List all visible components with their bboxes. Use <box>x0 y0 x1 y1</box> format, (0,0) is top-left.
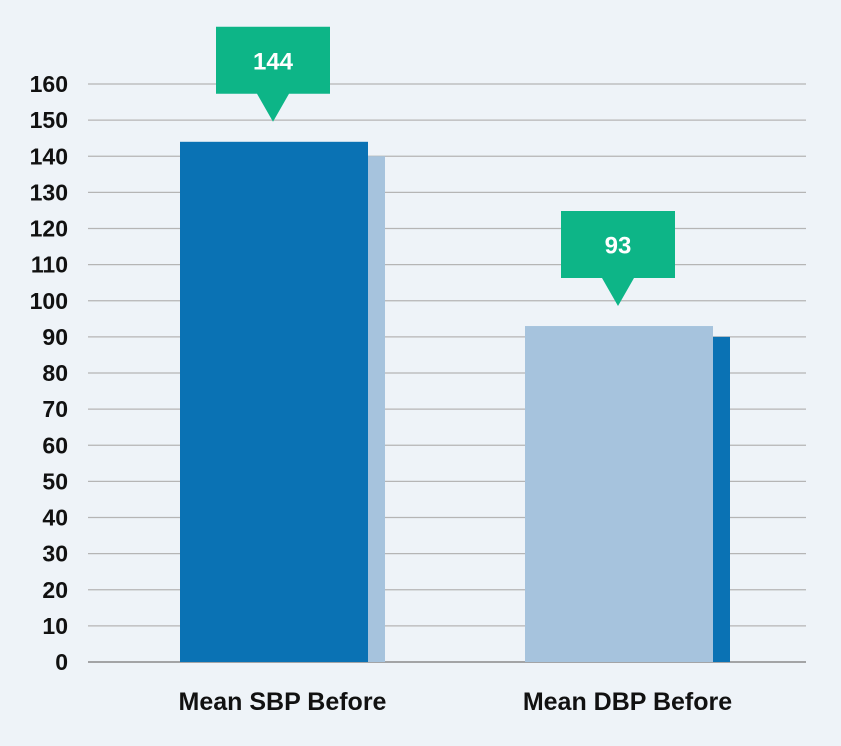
y-tick-label-120: 120 <box>30 216 68 242</box>
x-category-label-0: Mean SBP Before <box>179 688 387 716</box>
callout-box-1 <box>561 211 675 307</box>
y-tick-label-10: 10 <box>42 613 68 639</box>
y-tick-label-140: 140 <box>30 143 68 169</box>
y-tick-label-150: 150 <box>30 107 68 133</box>
y-axis-tick-labels: 0 10 20 30 40 50 60 70 80 90 100 110 120 130 140 150 160 <box>30 71 68 675</box>
bar-secondary-1 <box>713 336 730 662</box>
y-tick-label-90: 90 <box>42 324 68 350</box>
y-tick-label-130: 130 <box>30 179 68 205</box>
callout-box-0 <box>216 26 330 122</box>
y-tick-label-70: 70 <box>42 396 68 422</box>
y-tick-label-40: 40 <box>42 505 68 531</box>
y-tick-label-0: 0 <box>55 649 68 675</box>
y-tick-label-30: 30 <box>42 541 68 567</box>
bar-primary-1 <box>525 326 713 662</box>
x-category-label-1: Mean DBP Before <box>523 688 732 716</box>
x-axis-category-labels: Mean SBP Before Mean DBP Before <box>179 688 733 716</box>
y-tick-label-60: 60 <box>42 432 68 458</box>
y-tick-label-100: 100 <box>30 288 68 314</box>
bar-secondary-0 <box>368 156 385 662</box>
bars <box>180 141 730 663</box>
y-tick-label-50: 50 <box>42 468 68 494</box>
data-label-callouts: 144 93 <box>216 26 675 307</box>
y-tick-label-160: 160 <box>30 71 68 97</box>
data-label-0: 144 <box>253 48 294 75</box>
bar-primary-0 <box>180 141 368 663</box>
data-label-1: 93 <box>605 233 632 260</box>
y-tick-label-20: 20 <box>42 577 68 603</box>
y-tick-label-80: 80 <box>42 360 68 386</box>
y-tick-label-110: 110 <box>31 252 68 278</box>
